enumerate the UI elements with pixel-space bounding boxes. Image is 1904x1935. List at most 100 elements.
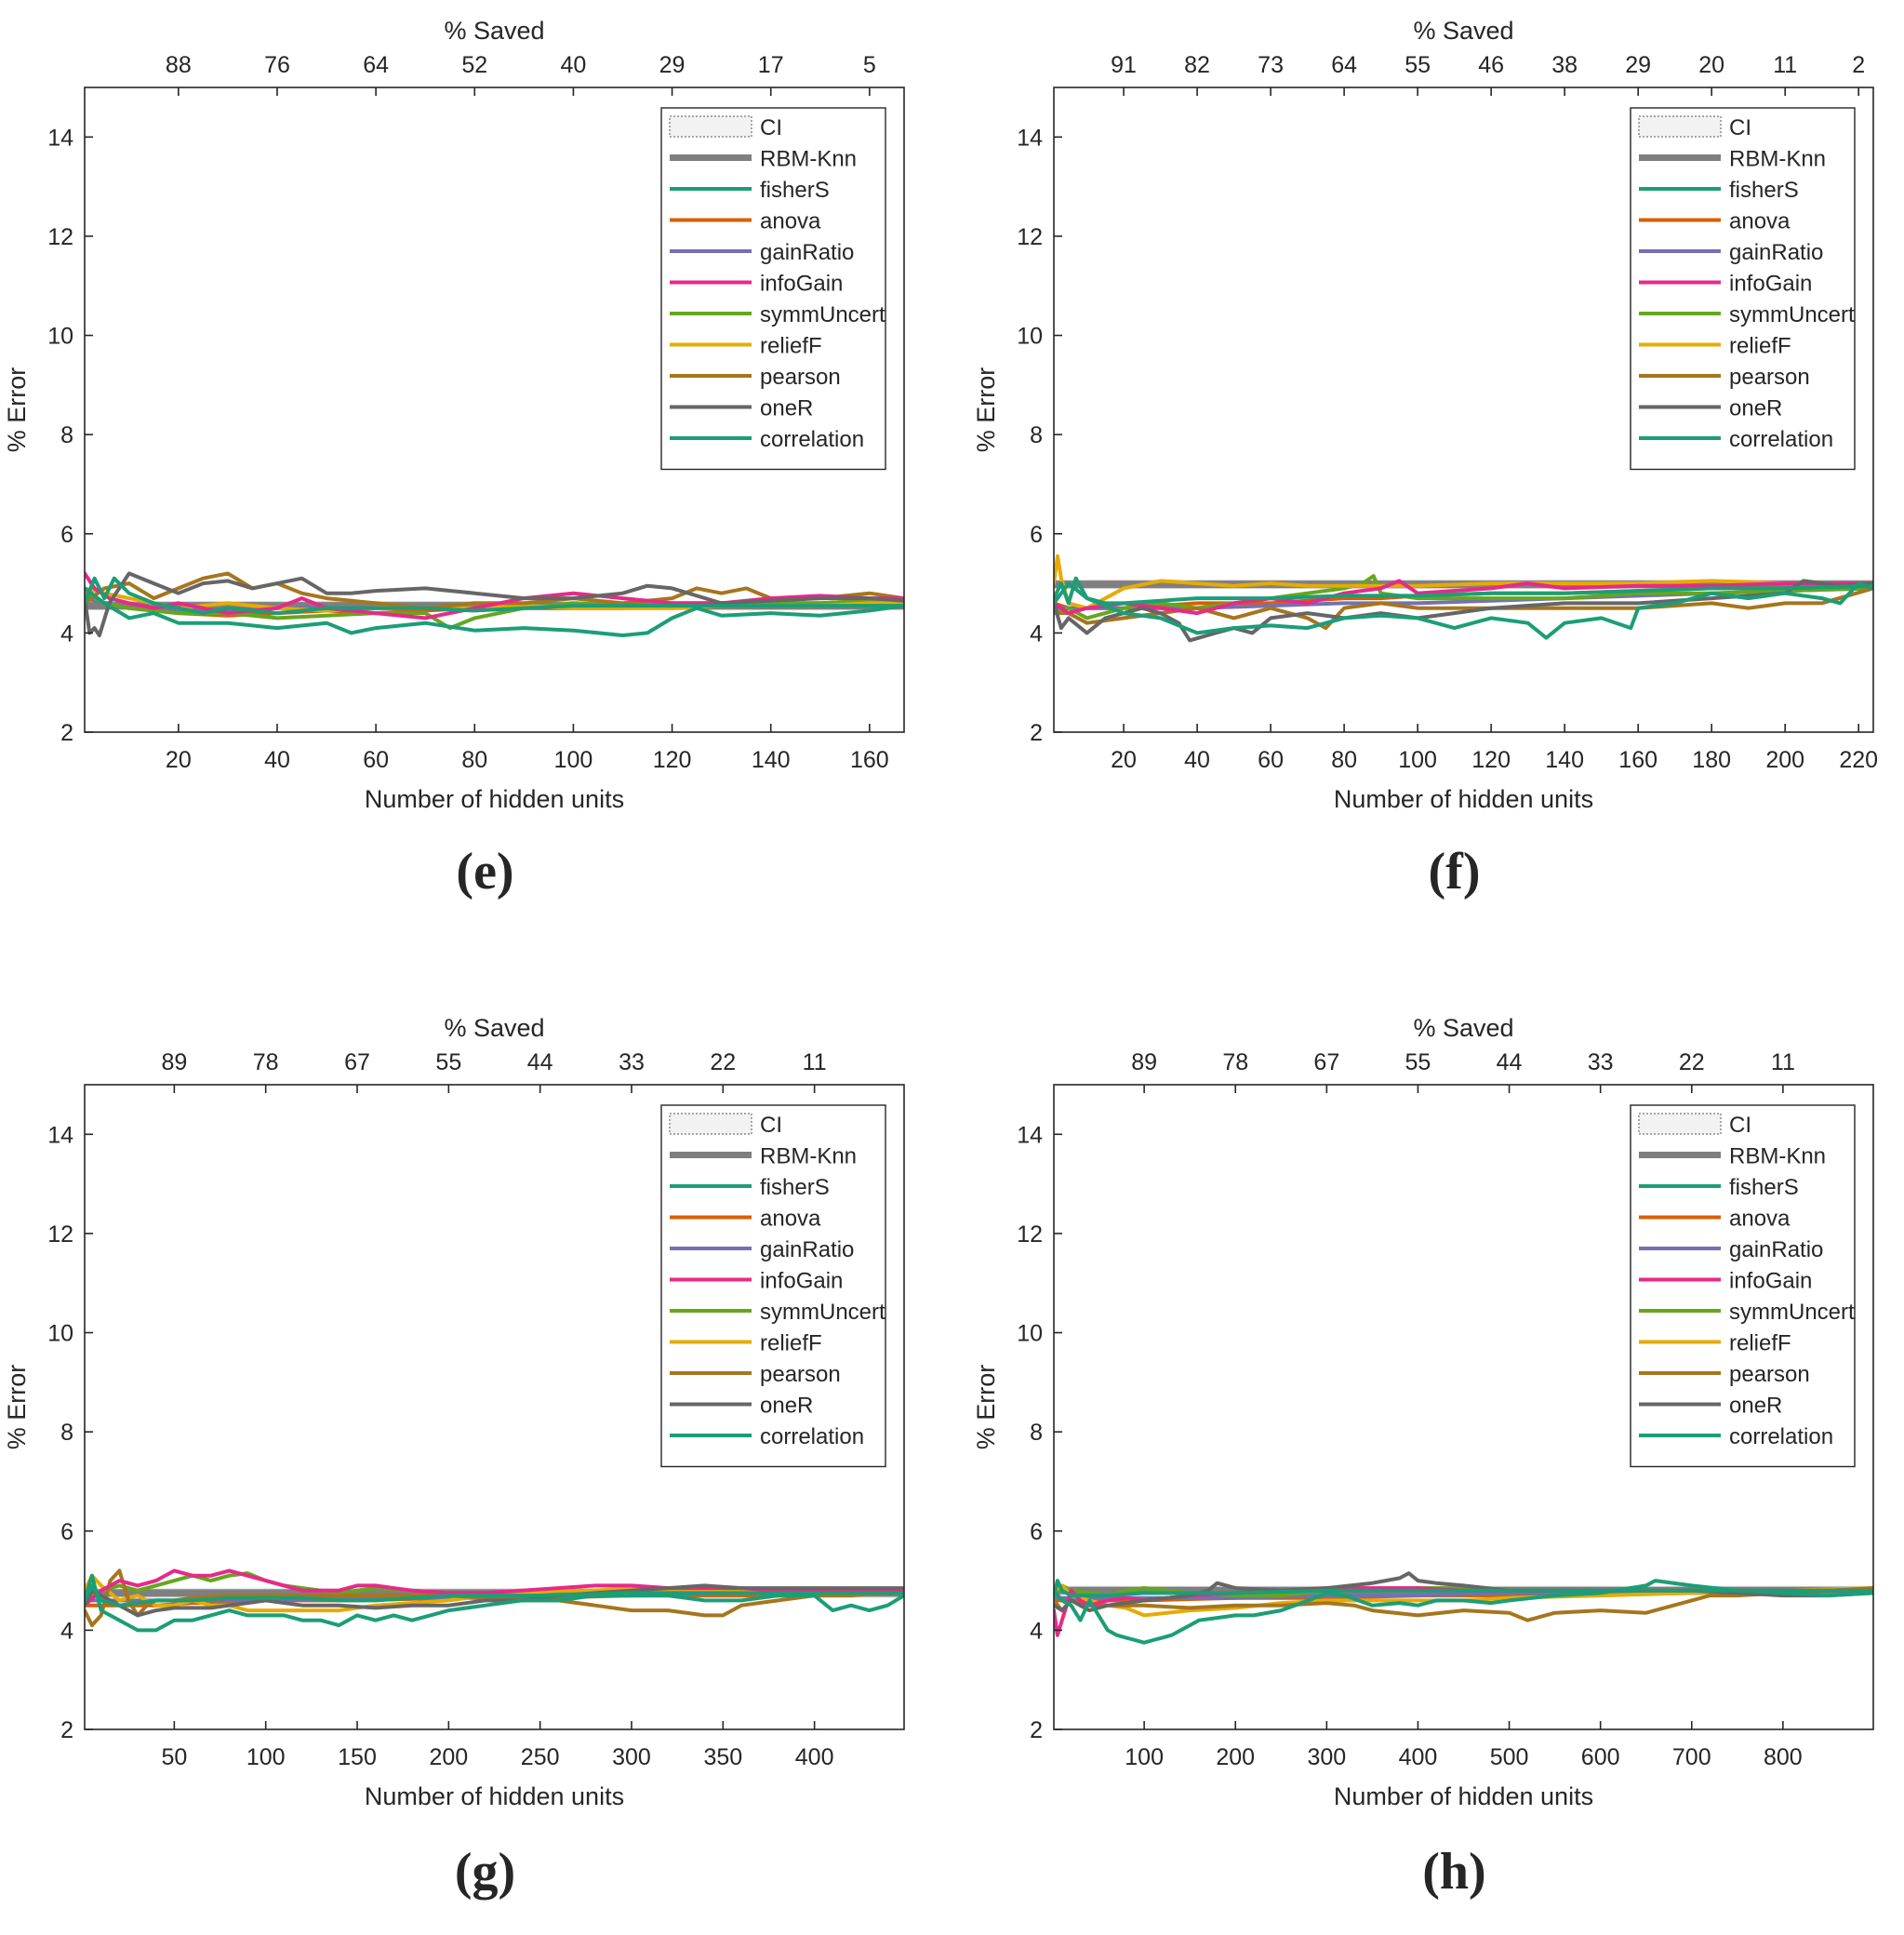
y-tick-label: 14 (1017, 1122, 1043, 1148)
axes-box (84, 87, 905, 733)
top-tick-label: 11 (803, 1049, 827, 1075)
top-tick-label: 55 (1405, 1049, 1431, 1075)
legend-label-ci: CI (760, 1113, 782, 1138)
top-tick-label: 2 (1852, 52, 1865, 78)
x-tick-label: 40 (264, 747, 290, 773)
x-tick-label: 160 (850, 747, 889, 773)
top-tick-label: 64 (363, 52, 389, 78)
legend-label-rbm-knn: RBM-Knn (760, 1144, 857, 1169)
x-tick-label: 120 (653, 747, 692, 773)
panel-caption: (e) (456, 843, 513, 901)
legend-label-ci: CI (1729, 115, 1751, 140)
legend-label-fishers: fisherS (760, 178, 830, 203)
legend-label-ci: CI (1729, 1113, 1751, 1138)
legend-label-symmuncert: symmUncert (1729, 302, 1855, 327)
series-line-relieff (1054, 554, 1873, 610)
y-tick-label: 14 (1017, 125, 1043, 151)
legend-label-rbm-knn: RBM-Knn (760, 147, 857, 172)
series-line-oner (85, 571, 904, 637)
y-tick-label: 2 (1030, 1717, 1043, 1743)
series-group (85, 1568, 904, 1633)
y-tick-label: 4 (60, 621, 73, 647)
x-tick-label: 140 (752, 747, 791, 773)
axes-box (1053, 87, 1874, 733)
top-axis-title: % Saved (444, 17, 544, 45)
series-group (1054, 1571, 1873, 1645)
x-tick-label: 300 (612, 1744, 651, 1770)
legend-box (660, 107, 886, 471)
y-tick-label: 8 (60, 1420, 73, 1446)
y-tick-label: 14 (47, 1122, 73, 1148)
series-group (85, 571, 904, 637)
legend-label-infogain: infoGain (760, 272, 843, 297)
legend: CI RBM-Knn fisherS anova gainRatio infoGain sy… (660, 107, 886, 471)
x-tick-label: 200 (1765, 747, 1804, 773)
legend-label-anova: anova (1729, 209, 1791, 234)
x-tick-label: 100 (1398, 747, 1437, 773)
series-line-fishers (1054, 581, 1873, 640)
x-tick-label: 100 (554, 747, 593, 773)
panel-h: 100 200 300 400 500 600 700 800 89 78 67 55 44 33 22 11… (972, 1014, 1874, 1901)
x-tick-label: 200 (1216, 1744, 1255, 1770)
top-tick-label: 20 (1698, 52, 1724, 78)
series-line-correlation (1054, 576, 1873, 606)
y-tick-label: 2 (60, 720, 73, 746)
top-tick-label: 11 (1773, 52, 1797, 78)
top-axis-title: % Saved (1413, 1014, 1513, 1042)
series-line-correlation (85, 1583, 904, 1608)
x-tick-label: 150 (338, 1744, 377, 1770)
legend-label-pearson: pearson (760, 365, 841, 390)
legend-label-anova: anova (1729, 1207, 1791, 1232)
top-tick-label: 52 (461, 52, 487, 78)
x-tick-label: 400 (795, 1744, 834, 1770)
x-tick-label: 50 (161, 1744, 187, 1770)
legend-label-relieff: reliefF (760, 334, 822, 359)
y-tick-label: 12 (1017, 224, 1043, 250)
y-tick-label: 14 (47, 125, 73, 151)
top-tick-label: 44 (1497, 1049, 1523, 1075)
legend: CI RBM-Knn fisherS anova gainRatio infoGain sy… (1630, 1104, 1856, 1468)
legend-label-pearson: pearson (1729, 1362, 1810, 1387)
x-tick-label: 250 (521, 1744, 560, 1770)
x-tick-label: 80 (1331, 747, 1357, 773)
y-tick-label: 10 (47, 1321, 73, 1347)
x-tick-label: 350 (703, 1744, 742, 1770)
x-axis-title: Number of hidden units (1334, 785, 1593, 813)
legend-label-anova: anova (760, 209, 821, 234)
x-tick-label: 800 (1764, 1744, 1803, 1770)
legend-label-oner: oneR (1729, 396, 1782, 421)
series-line-pearson (85, 1568, 904, 1628)
y-tick-label: 12 (1017, 1221, 1043, 1248)
legend-label-correlation: correlation (1729, 1424, 1833, 1449)
x-tick-label: 60 (1258, 747, 1284, 773)
x-tick-label: 180 (1692, 747, 1731, 773)
top-tick-label: 89 (161, 1049, 187, 1075)
legend-box (660, 1104, 886, 1468)
y-axis-title: % Error (3, 367, 31, 453)
panel-caption: (g) (455, 1843, 515, 1901)
legend-label-gainratio: gainRatio (1729, 1237, 1823, 1262)
x-tick-label: 700 (1672, 1744, 1711, 1770)
x-tick-label: 140 (1545, 747, 1584, 773)
legend-swatch-ci (669, 1113, 752, 1135)
y-tick-label: 12 (47, 224, 73, 250)
top-tick-label: 44 (527, 1049, 553, 1075)
top-axis-title: % Saved (1413, 17, 1513, 45)
x-axis-title: Number of hidden units (365, 1782, 624, 1810)
axes-box (84, 1084, 905, 1730)
x-tick-label: 220 (1839, 747, 1878, 773)
legend-label-relieff: reliefF (760, 1331, 822, 1356)
top-axis-title: % Saved (444, 1014, 544, 1042)
series-line-correlation (1054, 1579, 1873, 1598)
x-tick-label: 80 (461, 747, 487, 773)
top-tick-label: 64 (1331, 52, 1357, 78)
series-line-fishers (85, 1573, 904, 1633)
x-tick-label: 200 (429, 1744, 468, 1770)
legend-label-symmuncert: symmUncert (760, 1300, 885, 1325)
legend-label-fishers: fisherS (1729, 1175, 1799, 1200)
top-tick-label: 33 (619, 1049, 645, 1075)
legend-label-oner: oneR (1729, 1394, 1782, 1419)
